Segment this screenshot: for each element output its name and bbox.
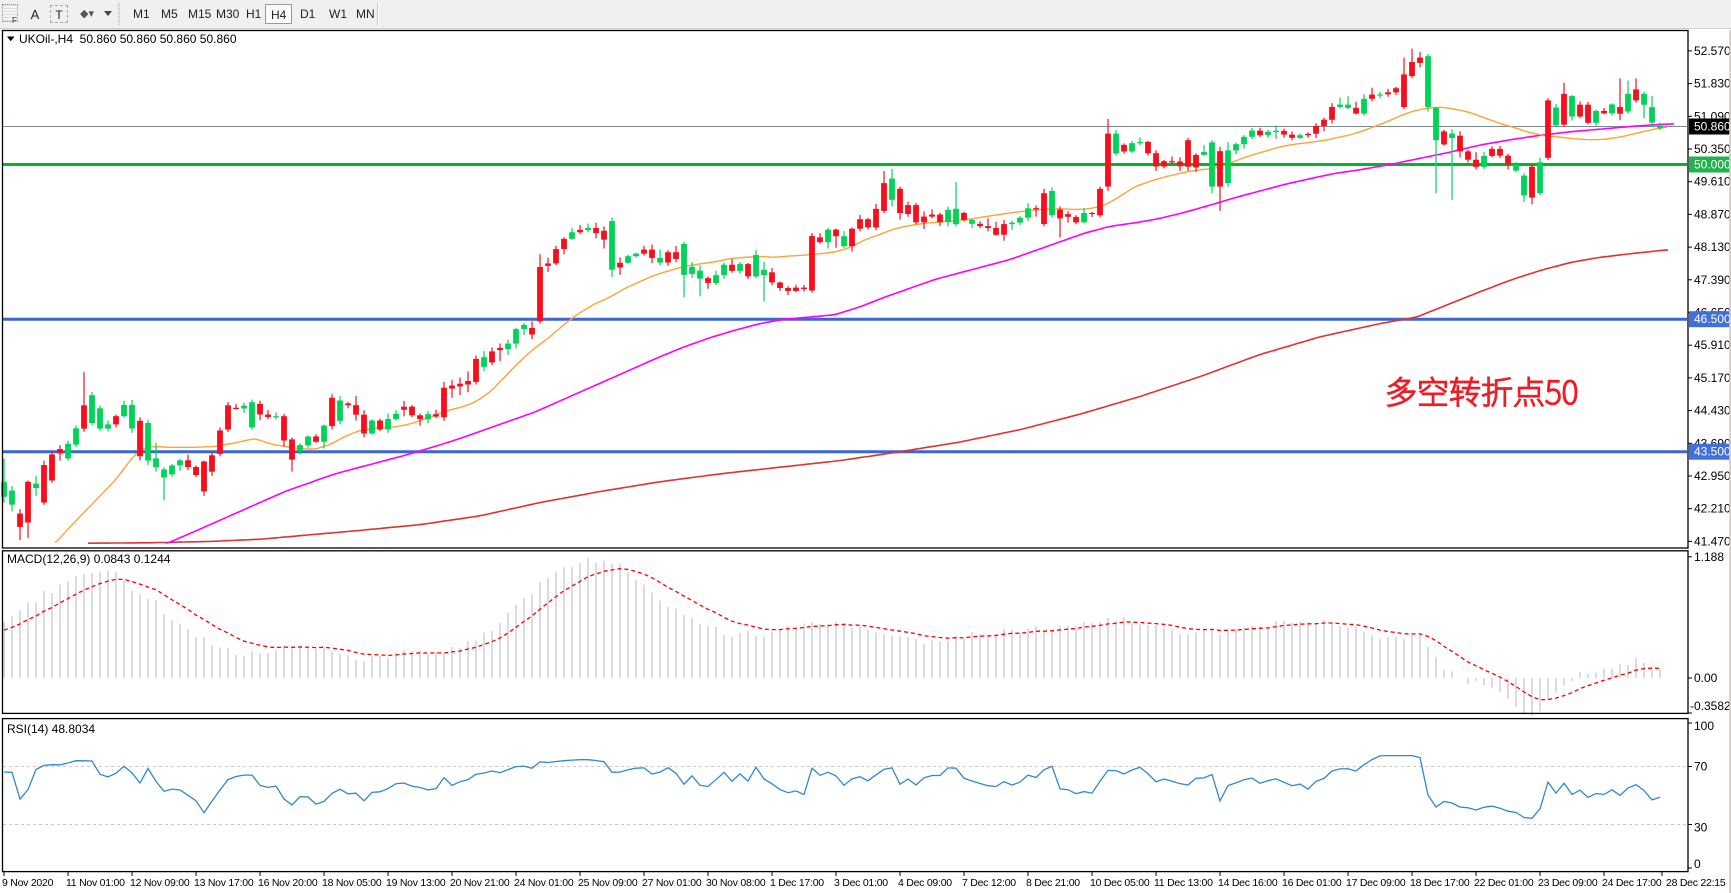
svg-text:12 Nov 09:00: 12 Nov 09:00 xyxy=(130,877,190,889)
svg-text:22 Dec 01:00: 22 Dec 01:00 xyxy=(1474,877,1534,889)
svg-text:11 Dec 13:00: 11 Dec 13:00 xyxy=(1154,877,1213,889)
svg-text:44.430: 44.430 xyxy=(1694,404,1731,418)
svg-text:50.350: 50.350 xyxy=(1694,142,1731,156)
svg-text:50.860: 50.860 xyxy=(1694,120,1731,134)
svg-text:0.00: 0.00 xyxy=(1694,671,1718,685)
svg-text:18 Nov 05:00: 18 Nov 05:00 xyxy=(322,877,382,889)
svg-text:4 Dec 09:00: 4 Dec 09:00 xyxy=(898,877,952,889)
svg-text:23 Dec 09:00: 23 Dec 09:00 xyxy=(1538,877,1598,889)
svg-text:45.910: 45.910 xyxy=(1694,338,1731,352)
svg-text:16 Nov 20:00: 16 Nov 20:00 xyxy=(258,877,318,889)
svg-text:1 Dec 17:00: 1 Dec 17:00 xyxy=(770,877,824,889)
svg-text:27 Nov 01:00: 27 Nov 01:00 xyxy=(642,877,702,889)
svg-text:43.500: 43.500 xyxy=(1694,445,1731,459)
svg-text:1.188: 1.188 xyxy=(1694,550,1724,564)
svg-text:50.000: 50.000 xyxy=(1694,158,1731,172)
svg-text:51.830: 51.830 xyxy=(1694,77,1731,91)
svg-text:0: 0 xyxy=(1694,857,1701,871)
svg-text:42.210: 42.210 xyxy=(1694,502,1731,516)
svg-text:MACD(12,26,9) 0.0843 0.1244: MACD(12,26,9) 0.0843 0.1244 xyxy=(7,552,171,566)
svg-text:8 Dec 21:00: 8 Dec 21:00 xyxy=(1026,877,1080,889)
svg-text:7 Dec 12:00: 7 Dec 12:00 xyxy=(962,877,1016,889)
svg-text:46.500: 46.500 xyxy=(1694,312,1731,326)
svg-text:52.570: 52.570 xyxy=(1694,44,1731,58)
svg-text:48.130: 48.130 xyxy=(1694,240,1731,254)
svg-text:30 Nov 08:00: 30 Nov 08:00 xyxy=(706,877,766,889)
svg-text:-0.3582: -0.3582 xyxy=(1690,699,1731,713)
svg-text:3 Dec 01:00: 3 Dec 01:00 xyxy=(834,877,888,889)
svg-text:100: 100 xyxy=(1694,719,1714,733)
svg-text:19 Nov 13:00: 19 Nov 13:00 xyxy=(386,877,446,889)
svg-text:24 Nov 01:00: 24 Nov 01:00 xyxy=(514,877,574,889)
svg-text:10 Dec 05:00: 10 Dec 05:00 xyxy=(1090,877,1150,889)
svg-text:17 Dec 09:00: 17 Dec 09:00 xyxy=(1346,877,1406,889)
svg-text:24 Dec 17:00: 24 Dec 17:00 xyxy=(1602,877,1662,889)
svg-text:UKOil-,H4 50.860 50.860 50.86: UKOil-,H4 50.860 50.860 50.860 50.860 xyxy=(19,32,237,46)
svg-text:28 Dec 22:15: 28 Dec 22:15 xyxy=(1666,877,1726,889)
svg-text:45.170: 45.170 xyxy=(1694,371,1731,385)
svg-text:20 Nov 21:00: 20 Nov 21:00 xyxy=(450,877,510,889)
svg-text:13 Nov 17:00: 13 Nov 17:00 xyxy=(194,877,254,889)
svg-text:25 Nov 09:00: 25 Nov 09:00 xyxy=(578,877,638,889)
svg-text:41.470: 41.470 xyxy=(1694,534,1731,548)
svg-text:16 Dec 01:00: 16 Dec 01:00 xyxy=(1282,877,1342,889)
svg-text:11 Nov 01:00: 11 Nov 01:00 xyxy=(66,877,125,889)
svg-text:9 Nov 2020: 9 Nov 2020 xyxy=(2,877,54,889)
svg-text:14 Dec 16:00: 14 Dec 16:00 xyxy=(1218,877,1278,889)
svg-text:48.870: 48.870 xyxy=(1694,207,1731,221)
svg-text:42.950: 42.950 xyxy=(1694,469,1731,483)
svg-text:RSI(14) 48.8034: RSI(14) 48.8034 xyxy=(7,722,95,736)
svg-text:70: 70 xyxy=(1694,760,1708,774)
svg-text:49.610: 49.610 xyxy=(1694,175,1731,189)
svg-text:47.390: 47.390 xyxy=(1694,273,1731,287)
svg-text:30: 30 xyxy=(1694,821,1708,835)
svg-text:18 Dec 17:00: 18 Dec 17:00 xyxy=(1410,877,1470,889)
